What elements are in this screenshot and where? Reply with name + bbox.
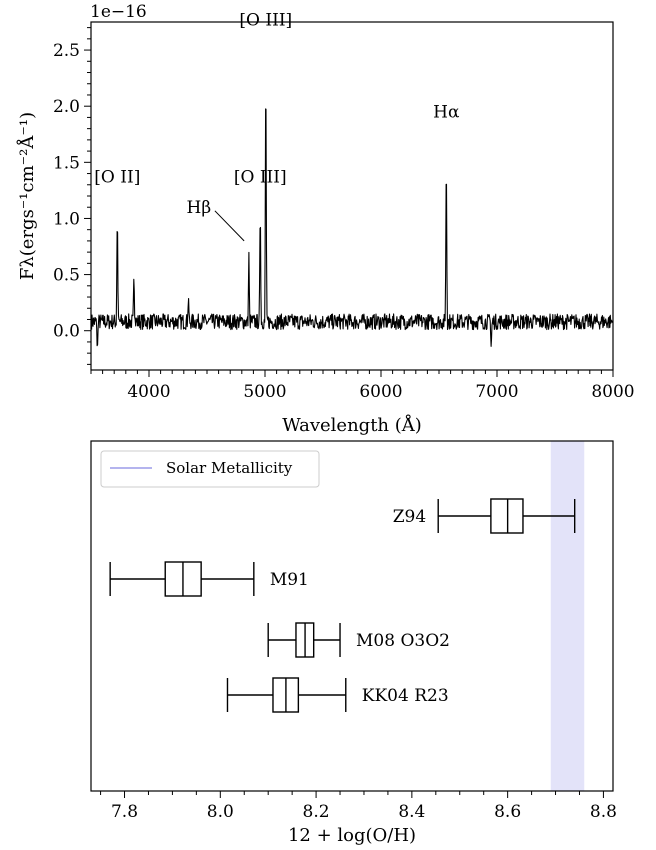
iqr-box bbox=[490, 498, 524, 534]
x-tick-label: 6000 bbox=[359, 382, 402, 402]
x-tick-label: 8.6 bbox=[494, 802, 521, 822]
spectrum-x-axis-title: Wavelength (Å) bbox=[282, 414, 422, 436]
line-annotation: Hα bbox=[433, 102, 460, 122]
spectrum-y-axis-title: Fλ(ergs⁻¹cm⁻²Å⁻¹) bbox=[16, 112, 38, 280]
x-tick-label: 8.8 bbox=[590, 802, 617, 822]
x-tick-label: 8.0 bbox=[207, 802, 234, 822]
solar-metallicity-band bbox=[550, 441, 585, 791]
spectrum-y-ticks: 0.0 0.5 1.0 1.5 2.0 2.5 bbox=[53, 27, 91, 365]
spectrum-x-ticks: 4000 5000 6000 7000 8000 bbox=[90, 370, 635, 402]
annotation-pointer bbox=[214, 210, 245, 242]
box-label: M91 bbox=[270, 570, 309, 590]
y-tick-label: 0.0 bbox=[53, 322, 80, 342]
x-tick-label: 4000 bbox=[127, 382, 170, 402]
x-tick-label: 7000 bbox=[475, 382, 518, 402]
legend-label: Solar Metallicity bbox=[166, 459, 293, 477]
y-tick-label: 1.5 bbox=[53, 153, 80, 173]
box-z94: Z94 bbox=[393, 498, 576, 534]
box-kk04-r23: KK04 R23 bbox=[226, 677, 449, 713]
spectrum-panel: 1e−16 4000 5000 6000 7000 8000 0.0 0.5 1.0 1.5 2… bbox=[16, 2, 635, 436]
y-tick-label: 1.0 bbox=[53, 209, 80, 229]
x-tick-label: 8000 bbox=[591, 382, 634, 402]
box-label: KK04 R23 bbox=[362, 686, 449, 706]
y-offset-text: 1e−16 bbox=[90, 2, 147, 22]
y-tick-label: 0.5 bbox=[53, 266, 80, 286]
spectrum-plot-frame bbox=[90, 21, 614, 371]
x-tick-label: 8.4 bbox=[398, 802, 425, 822]
box-m91: M91 bbox=[109, 561, 309, 597]
line-annotation: [O III] bbox=[239, 10, 292, 30]
box-label: Z94 bbox=[393, 507, 426, 527]
y-tick-label: 2.5 bbox=[53, 41, 80, 61]
line-annotation: Hβ bbox=[187, 198, 212, 218]
line-annotation: [O II] bbox=[94, 168, 140, 188]
metallicity-x-ticks: 7.8 8.0 8.2 8.4 8.6 8.8 bbox=[100, 791, 617, 822]
metallicity-panel: Z94 M91 M08 O3O2 KK04 R23 7.8 8.0 8.2 8.4 8.6 8.… bbox=[90, 440, 617, 846]
line-annotations: [O II] [O III] [O III] Hα Hβ bbox=[94, 10, 460, 242]
metallicity-x-axis-title: 12 + log(O/H) bbox=[288, 825, 416, 846]
box-label: M08 O3O2 bbox=[356, 631, 450, 651]
x-tick-label: 7.8 bbox=[111, 802, 138, 822]
metallicity-plot-frame bbox=[90, 440, 614, 792]
metallicity-boxes: Z94 M91 M08 O3O2 KK04 R23 bbox=[109, 498, 576, 713]
legend: Solar Metallicity bbox=[100, 450, 320, 488]
legend-box bbox=[100, 450, 320, 488]
box-m08-o3o2: M08 O3O2 bbox=[267, 622, 450, 658]
x-tick-label: 5000 bbox=[243, 382, 286, 402]
spectrum-line bbox=[91, 108, 614, 347]
line-annotation: [O III] bbox=[234, 168, 287, 188]
y-tick-label: 2.0 bbox=[53, 97, 80, 117]
x-tick-label: 8.2 bbox=[303, 802, 330, 822]
